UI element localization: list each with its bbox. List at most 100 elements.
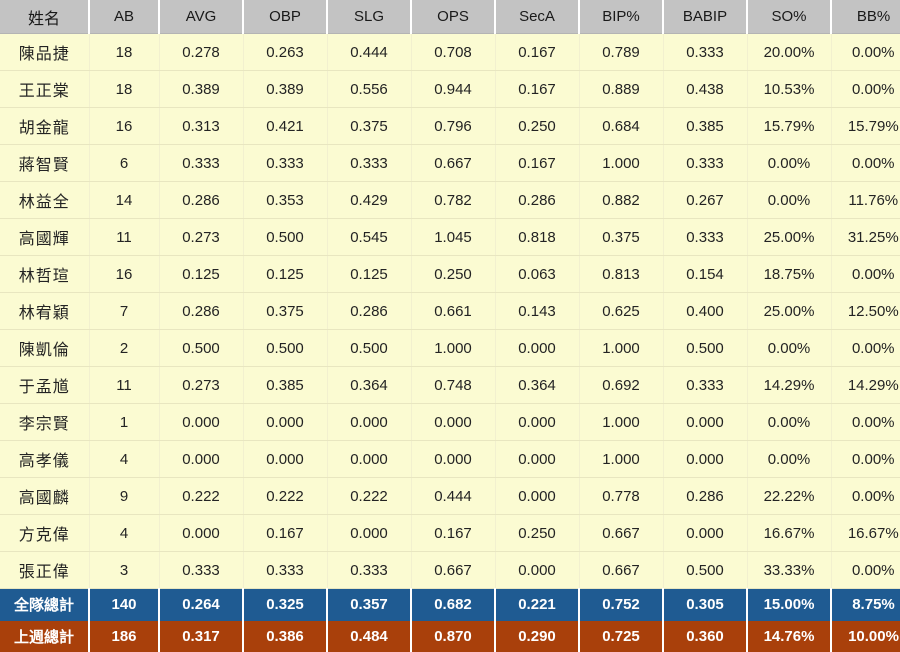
table-row[interactable]: 林益全 14 0.286 0.353 0.429 0.782 0.286 0.8…	[0, 182, 900, 219]
cell-bip: 0.375	[579, 219, 663, 256]
cell-ops: 0.000	[411, 404, 495, 441]
player-name[interactable]: 胡金龍	[0, 108, 89, 145]
cell-avg: 0.125	[159, 256, 243, 293]
player-name[interactable]: 李宗賢	[0, 404, 89, 441]
table-row[interactable]: 林宥穎 7 0.286 0.375 0.286 0.661 0.143 0.62…	[0, 293, 900, 330]
cell-babip: 0.333	[663, 145, 747, 182]
team-total-obp: 0.325	[243, 589, 327, 621]
column-header-bb[interactable]: BB%	[831, 0, 900, 34]
week-total-avg: 0.317	[159, 621, 243, 652]
cell-ab: 11	[89, 219, 159, 256]
cell-ops: 0.944	[411, 71, 495, 108]
column-header-avg[interactable]: AVG	[159, 0, 243, 34]
column-header-slg[interactable]: SLG	[327, 0, 411, 34]
cell-babip: 0.000	[663, 441, 747, 478]
table-row[interactable]: 林哲瑄 16 0.125 0.125 0.125 0.250 0.063 0.8…	[0, 256, 900, 293]
table-row[interactable]: 蔣智賢 6 0.333 0.333 0.333 0.667 0.167 1.00…	[0, 145, 900, 182]
table-row[interactable]: 陳凱倫 2 0.500 0.500 0.500 1.000 0.000 1.00…	[0, 330, 900, 367]
cell-so: 0.00%	[747, 145, 831, 182]
cell-babip: 0.000	[663, 515, 747, 552]
column-header-so[interactable]: SO%	[747, 0, 831, 34]
cell-bip: 0.778	[579, 478, 663, 515]
cell-ops: 0.444	[411, 478, 495, 515]
table-row[interactable]: 胡金龍 16 0.313 0.421 0.375 0.796 0.250 0.6…	[0, 108, 900, 145]
week-total-label: 上週總計	[0, 621, 89, 652]
cell-avg: 0.000	[159, 515, 243, 552]
player-name[interactable]: 林益全	[0, 182, 89, 219]
cell-avg: 0.313	[159, 108, 243, 145]
team-total-babip: 0.305	[663, 589, 747, 621]
cell-bb: 0.00%	[831, 71, 900, 108]
cell-so: 20.00%	[747, 34, 831, 71]
player-name[interactable]: 高孝儀	[0, 441, 89, 478]
cell-babip: 0.333	[663, 367, 747, 404]
cell-bb: 0.00%	[831, 552, 900, 589]
column-header-seca[interactable]: SecA	[495, 0, 579, 34]
cell-ops: 0.667	[411, 552, 495, 589]
team-total-ops: 0.682	[411, 589, 495, 621]
cell-obp: 0.167	[243, 515, 327, 552]
table-row[interactable]: 張正偉 3 0.333 0.333 0.333 0.667 0.000 0.66…	[0, 552, 900, 589]
cell-babip: 0.438	[663, 71, 747, 108]
cell-bb: 12.50%	[831, 293, 900, 330]
cell-slg: 0.333	[327, 552, 411, 589]
cell-bip: 0.889	[579, 71, 663, 108]
player-name[interactable]: 高國輝	[0, 219, 89, 256]
player-name[interactable]: 蔣智賢	[0, 145, 89, 182]
player-name[interactable]: 張正偉	[0, 552, 89, 589]
column-header-name[interactable]: 姓名	[0, 0, 89, 34]
table-row[interactable]: 王正棠 18 0.389 0.389 0.556 0.944 0.167 0.8…	[0, 71, 900, 108]
cell-bip: 0.882	[579, 182, 663, 219]
table-row[interactable]: 于孟馗 11 0.273 0.385 0.364 0.748 0.364 0.6…	[0, 367, 900, 404]
week-total-babip: 0.360	[663, 621, 747, 652]
cell-so: 16.67%	[747, 515, 831, 552]
table-row[interactable]: 高孝儀 4 0.000 0.000 0.000 0.000 0.000 1.00…	[0, 441, 900, 478]
cell-obp: 0.000	[243, 441, 327, 478]
column-header-ops[interactable]: OPS	[411, 0, 495, 34]
table-row[interactable]: 陳品捷 18 0.278 0.263 0.444 0.708 0.167 0.7…	[0, 34, 900, 71]
cell-ab: 4	[89, 515, 159, 552]
column-header-babip[interactable]: BABIP	[663, 0, 747, 34]
table-row[interactable]: 李宗賢 1 0.000 0.000 0.000 0.000 0.000 1.00…	[0, 404, 900, 441]
header-row: 姓名 AB AVG OBP SLG OPS SecA BIP% BABIP SO…	[0, 0, 900, 34]
player-name[interactable]: 于孟馗	[0, 367, 89, 404]
player-name[interactable]: 王正棠	[0, 71, 89, 108]
cell-obp: 0.263	[243, 34, 327, 71]
column-header-bip[interactable]: BIP%	[579, 0, 663, 34]
player-name[interactable]: 林宥穎	[0, 293, 89, 330]
cell-seca: 0.143	[495, 293, 579, 330]
player-name[interactable]: 陳凱倫	[0, 330, 89, 367]
table-row[interactable]: 方克偉 4 0.000 0.167 0.000 0.167 0.250 0.66…	[0, 515, 900, 552]
column-header-obp[interactable]: OBP	[243, 0, 327, 34]
cell-babip: 0.267	[663, 182, 747, 219]
player-name[interactable]: 林哲瑄	[0, 256, 89, 293]
cell-ops: 0.250	[411, 256, 495, 293]
table-row[interactable]: 高國麟 9 0.222 0.222 0.222 0.444 0.000 0.77…	[0, 478, 900, 515]
cell-ab: 18	[89, 34, 159, 71]
player-name[interactable]: 高國麟	[0, 478, 89, 515]
player-name[interactable]: 方克偉	[0, 515, 89, 552]
table-row[interactable]: 高國輝 11 0.273 0.500 0.545 1.045 0.818 0.3…	[0, 219, 900, 256]
cell-bip: 1.000	[579, 404, 663, 441]
cell-bip: 0.692	[579, 367, 663, 404]
player-name[interactable]: 陳品捷	[0, 34, 89, 71]
week-total-row: 上週總計 186 0.317 0.386 0.484 0.870 0.290 0…	[0, 621, 900, 652]
column-header-ab[interactable]: AB	[89, 0, 159, 34]
cell-seca: 0.000	[495, 330, 579, 367]
cell-bb: 0.00%	[831, 330, 900, 367]
cell-so: 33.33%	[747, 552, 831, 589]
cell-so: 25.00%	[747, 219, 831, 256]
cell-so: 25.00%	[747, 293, 831, 330]
table-header: 姓名 AB AVG OBP SLG OPS SecA BIP% BABIP SO…	[0, 0, 900, 34]
team-total-seca: 0.221	[495, 589, 579, 621]
cell-bb: 0.00%	[831, 256, 900, 293]
cell-seca: 0.286	[495, 182, 579, 219]
cell-bb: 15.79%	[831, 108, 900, 145]
team-total-ab: 140	[89, 589, 159, 621]
week-total-ab: 186	[89, 621, 159, 652]
cell-ops: 0.667	[411, 145, 495, 182]
cell-ab: 9	[89, 478, 159, 515]
week-total-slg: 0.484	[327, 621, 411, 652]
cell-obp: 0.421	[243, 108, 327, 145]
